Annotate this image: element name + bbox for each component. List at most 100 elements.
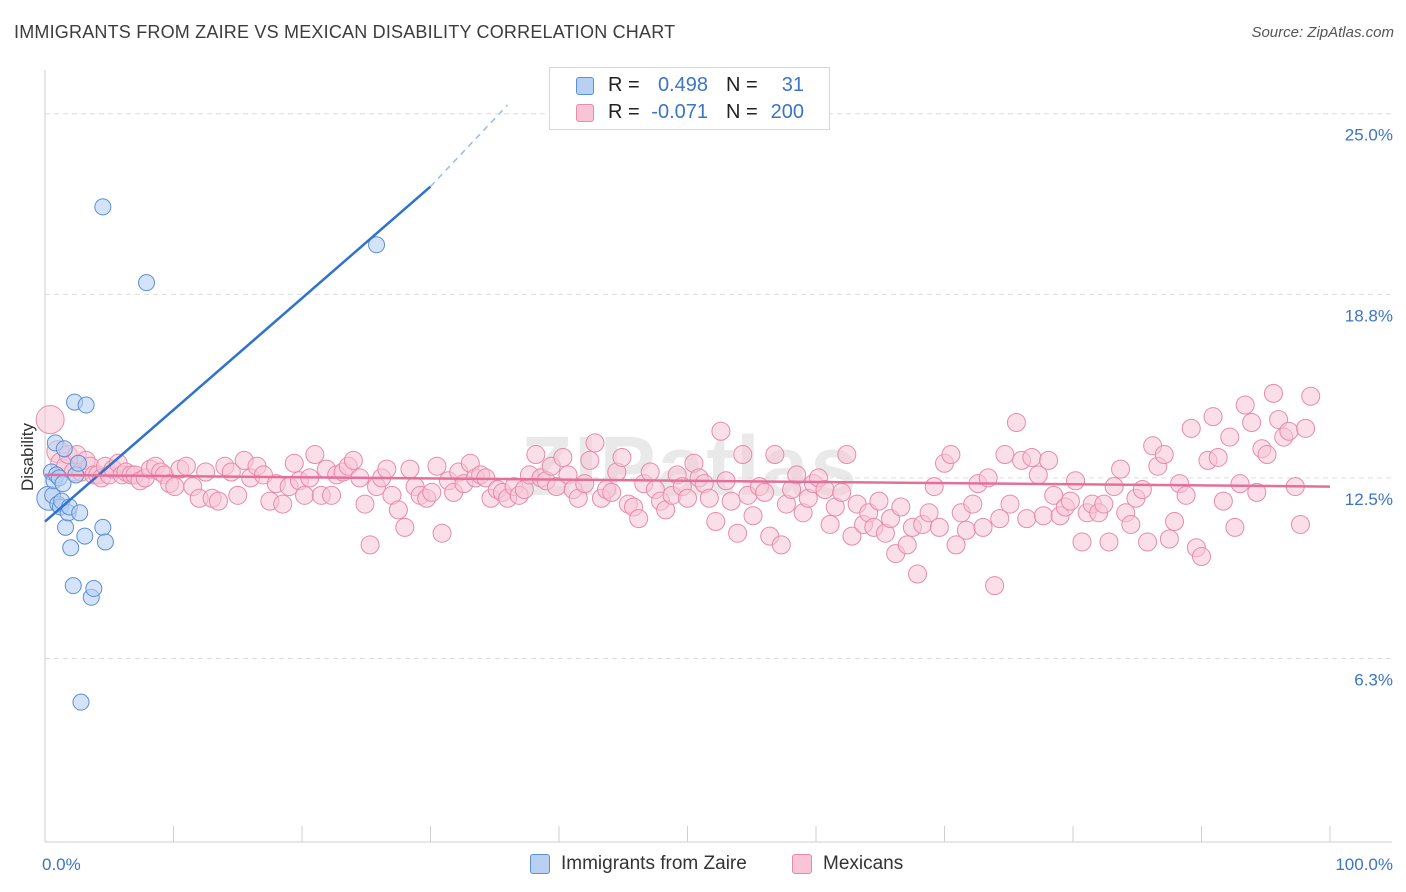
mexicans-point <box>1290 514 1310 534</box>
mexicans-point <box>355 494 375 514</box>
mexicans-point <box>1213 491 1233 511</box>
mexicans-point <box>322 485 342 505</box>
mexicans-point <box>1099 532 1119 552</box>
legend-swatch-blue <box>576 77 594 95</box>
mexicans-point <box>1066 471 1086 491</box>
legend-n-label: N = <box>726 101 758 123</box>
mexicans-point <box>721 491 741 511</box>
mexicans-point <box>908 564 928 584</box>
y-tick-label: 6.3% <box>1354 670 1393 689</box>
mexicans-point <box>1176 485 1196 505</box>
legend-r-value: 0.498 <box>657 74 708 96</box>
mexicans-point <box>678 488 697 508</box>
mexicans-point <box>1165 512 1185 532</box>
mexicans-point <box>963 494 983 514</box>
legend-n-label: N = <box>726 74 758 96</box>
mexicans-trend-line <box>44 473 1331 488</box>
mexicans-point <box>580 450 600 470</box>
mexicans-point <box>956 520 976 540</box>
mexicans-point <box>305 445 325 465</box>
mexicans-point <box>1301 386 1321 406</box>
zaire-point <box>138 274 156 292</box>
mexicans-point <box>1138 532 1158 552</box>
zaire-point <box>71 504 89 522</box>
mexicans-point <box>395 517 415 537</box>
mexicans-point <box>1192 547 1211 567</box>
legend-r-label: R = <box>608 74 640 96</box>
mexicans-point <box>755 482 775 502</box>
mexicans-point <box>1022 447 1042 467</box>
mexicans-point <box>995 445 1015 465</box>
mexicans-point <box>432 523 452 543</box>
mexicans-point <box>1000 494 1020 514</box>
mexicans-point <box>1060 491 1080 511</box>
mexicans-point <box>832 482 852 502</box>
chart-title: IMMIGRANTS FROM ZAIRE VS MEXICAN DISABIL… <box>14 22 676 42</box>
mexicans-point <box>706 512 726 532</box>
mexicans-point <box>1220 427 1240 447</box>
mexicans-point <box>1104 477 1124 497</box>
mexicans-point <box>765 445 785 465</box>
mexicans-point <box>612 447 632 467</box>
mexicans-point <box>1154 445 1174 465</box>
mexicans-point <box>1247 482 1267 502</box>
mexicans-point <box>891 497 911 517</box>
zaire-point <box>94 198 112 216</box>
y-tick-label: 12.5% <box>1345 490 1393 509</box>
mexicans-point <box>1044 485 1064 505</box>
mexicans-point <box>1132 480 1152 500</box>
mexicans-point <box>228 485 248 505</box>
mexicans-point <box>728 523 748 543</box>
mexicans-point <box>1094 494 1114 514</box>
mexicans-point <box>388 500 408 520</box>
mexicans-point <box>196 462 216 482</box>
mexicans-point <box>284 453 304 473</box>
legend-r-label: R = <box>608 101 640 123</box>
zaire-trend-extension <box>429 104 509 188</box>
zaire-point <box>69 454 87 472</box>
mexicans-point <box>973 517 993 537</box>
mexicans-point <box>1263 383 1283 403</box>
mexicans-point <box>820 514 840 534</box>
correlation-legend: R = 0.498 N = 31 R = -0.071 N = 200 <box>549 67 830 130</box>
mexicans-point <box>602 482 622 502</box>
mexicans-point <box>208 491 228 511</box>
mexicans-point <box>1242 412 1262 432</box>
y-axis-label: Disability <box>18 422 37 491</box>
mexicans-point <box>1235 395 1255 415</box>
mexicans-point <box>640 462 660 482</box>
mexicans-point <box>743 506 763 526</box>
zaire-trend-line <box>44 185 432 523</box>
zaire-point <box>96 533 114 551</box>
mexicans-point <box>343 450 363 470</box>
legend-swatch-pink <box>576 104 594 122</box>
legend-swatch-pink <box>792 854 812 874</box>
mexicans-point <box>1072 532 1092 552</box>
zaire-point <box>62 539 80 557</box>
mexicans-point <box>422 482 442 502</box>
y-tick-label: 25.0% <box>1345 126 1393 145</box>
mexicans-point <box>929 517 949 537</box>
zaire-point <box>94 518 112 536</box>
mexicans-point <box>1230 474 1250 494</box>
mexicans-point <box>1017 509 1037 529</box>
mexicans-point <box>1257 445 1277 465</box>
mexicans-point <box>360 535 380 555</box>
mexicans-point <box>1203 407 1223 427</box>
zaire-point <box>77 396 95 414</box>
mexicans-point <box>1006 412 1026 432</box>
mexicans-point <box>526 445 546 465</box>
mexicans-point <box>941 445 961 465</box>
mexicans-point <box>629 509 649 529</box>
legend-swatch-blue <box>530 854 550 874</box>
mexicans-point <box>575 474 595 494</box>
mexicans-point <box>585 433 605 453</box>
mexicans-point <box>377 459 397 479</box>
mexicans-point <box>1208 447 1228 467</box>
mexicans-point <box>400 459 420 479</box>
mexicans-point <box>1296 418 1316 438</box>
legend-n-value: 200 <box>770 101 804 123</box>
mexicans-point <box>919 503 939 523</box>
mexicans-point <box>1159 529 1179 549</box>
